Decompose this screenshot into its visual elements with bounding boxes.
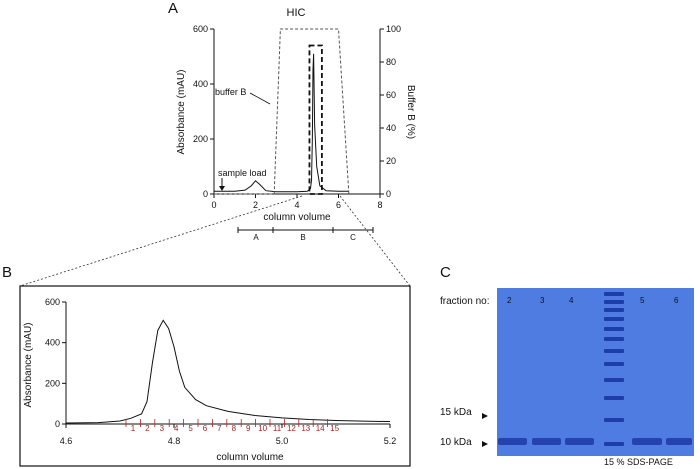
panel-a-xlabel: column volume — [263, 212, 331, 223]
gel-band — [565, 438, 594, 445]
a-xtick-label: 4 — [294, 200, 299, 210]
a-ytick-label: 0 — [203, 189, 208, 199]
gel-band — [498, 438, 527, 445]
fraction-label: 6 — [203, 424, 208, 433]
a-y2tick-label: 80 — [386, 57, 396, 67]
a-y2tick-label: 20 — [386, 156, 396, 166]
fraction-label: 9 — [246, 424, 251, 433]
a-y2tick-label: 0 — [386, 189, 391, 199]
fraction-label: 13 — [301, 424, 310, 433]
ladder-band — [604, 317, 624, 321]
buffer-b-leader — [249, 92, 271, 105]
panel-letter-a: A — [168, 0, 179, 17]
marker-arrow-15kda — [482, 413, 488, 419]
gel-band — [666, 438, 692, 445]
ladder-band — [604, 442, 624, 446]
a-ytick-label: 400 — [193, 79, 208, 89]
gel-band — [632, 438, 662, 445]
zoom-guide-left — [19, 195, 303, 287]
gel-lane-number: 3 — [540, 296, 545, 305]
a-ytick-label: 200 — [193, 134, 208, 144]
b-xtick-label: 5.0 — [276, 436, 289, 446]
sample-load-annotation: sample load — [218, 168, 267, 178]
marker-arrow-10kda — [482, 441, 488, 447]
a-xtick-label: 2 — [253, 200, 258, 210]
pool-label: B — [300, 233, 305, 242]
fraction-label: 15 — [330, 424, 339, 433]
panel-a-title: HIC — [287, 7, 306, 19]
panel-a-chart: 0 200 400 600 0 20 40 60 80 100 0 2 4 6 8 A B C — [193, 24, 401, 242]
fraction-label: 10 — [258, 424, 267, 433]
gel-caption: 15 % SDS-PAGE — [604, 457, 673, 467]
sds-page-gel — [482, 288, 694, 456]
a-absorbance-line — [214, 53, 349, 193]
a-xtick-label: 8 — [377, 200, 382, 210]
ladder-band — [604, 362, 624, 366]
ladder-band — [604, 308, 624, 312]
a-buffer-b-line — [214, 28, 350, 195]
fraction-label: 3 — [160, 424, 165, 433]
buffer-b-annotation: buffer B — [215, 87, 246, 97]
b-absorbance-line — [65, 319, 391, 424]
ladder-band — [604, 300, 624, 304]
gel-marker-15kda: 15 kDa — [440, 407, 472, 418]
zoom-guide-lines — [19, 195, 411, 287]
a-xtick-label: 6 — [336, 200, 341, 210]
a-ytick-label: 600 — [193, 24, 208, 34]
gel-background — [497, 288, 694, 456]
panel-b-frame — [19, 285, 411, 467]
b-ytick-label: 600 — [45, 297, 60, 307]
panel-a-ylabel: Absorbance (mAU) — [176, 69, 187, 154]
b-ytick-label: 0 — [55, 419, 60, 429]
b-xtick-label: 4.8 — [168, 436, 181, 446]
fraction-label: 12 — [287, 424, 296, 433]
pool-label: A — [253, 233, 259, 242]
zoom-guide-right — [339, 195, 411, 287]
gel-lane-number: 5 — [640, 296, 645, 305]
fraction-label: 4 — [174, 424, 179, 433]
gel-band — [532, 438, 561, 445]
ladder-band — [604, 349, 624, 353]
gel-lane-number: 2 — [507, 296, 512, 305]
fraction-label: 1 — [131, 424, 136, 433]
a-xtick-label: 0 — [211, 200, 216, 210]
fraction-label: 2 — [145, 424, 150, 433]
gel-fraction-label: fraction no: — [440, 296, 490, 307]
panel-b-ylabel: Absorbance (mAU) — [23, 322, 34, 407]
ladder-band — [604, 327, 624, 331]
fraction-label: 11 — [273, 424, 282, 433]
fraction-label: 7 — [217, 424, 222, 433]
a-y2tick-label: 100 — [386, 24, 401, 34]
fraction-label: 8 — [232, 424, 237, 433]
ladder-band — [604, 378, 624, 382]
panel-letter-b: B — [2, 264, 13, 281]
a-y2tick-label: 60 — [386, 90, 396, 100]
panel-letter-c: C — [440, 264, 451, 281]
ladder-band — [604, 418, 624, 422]
ladder-band — [604, 337, 624, 341]
fraction-label: 14 — [316, 424, 325, 433]
ladder-band — [604, 292, 624, 296]
gel-lane-number: 4 — [569, 296, 574, 305]
a-y2tick-label: 40 — [386, 123, 396, 133]
b-ytick-label: 400 — [45, 338, 60, 348]
gel-lane-number: 6 — [674, 296, 679, 305]
b-xtick-label: 4.6 — [60, 436, 73, 446]
b-ytick-label: 200 — [45, 378, 60, 388]
panel-a-y2label: Buffer B (%) — [405, 85, 416, 139]
sample-load-arrowhead — [219, 186, 225, 191]
ladder-band — [604, 396, 624, 400]
pool-label: C — [350, 233, 356, 242]
fraction-label: 5 — [188, 424, 193, 433]
b-xtick-label: 5.2 — [384, 436, 397, 446]
gel-marker-10kda: 10 kDa — [440, 437, 472, 448]
panel-b-xlabel: column volume — [216, 452, 284, 463]
